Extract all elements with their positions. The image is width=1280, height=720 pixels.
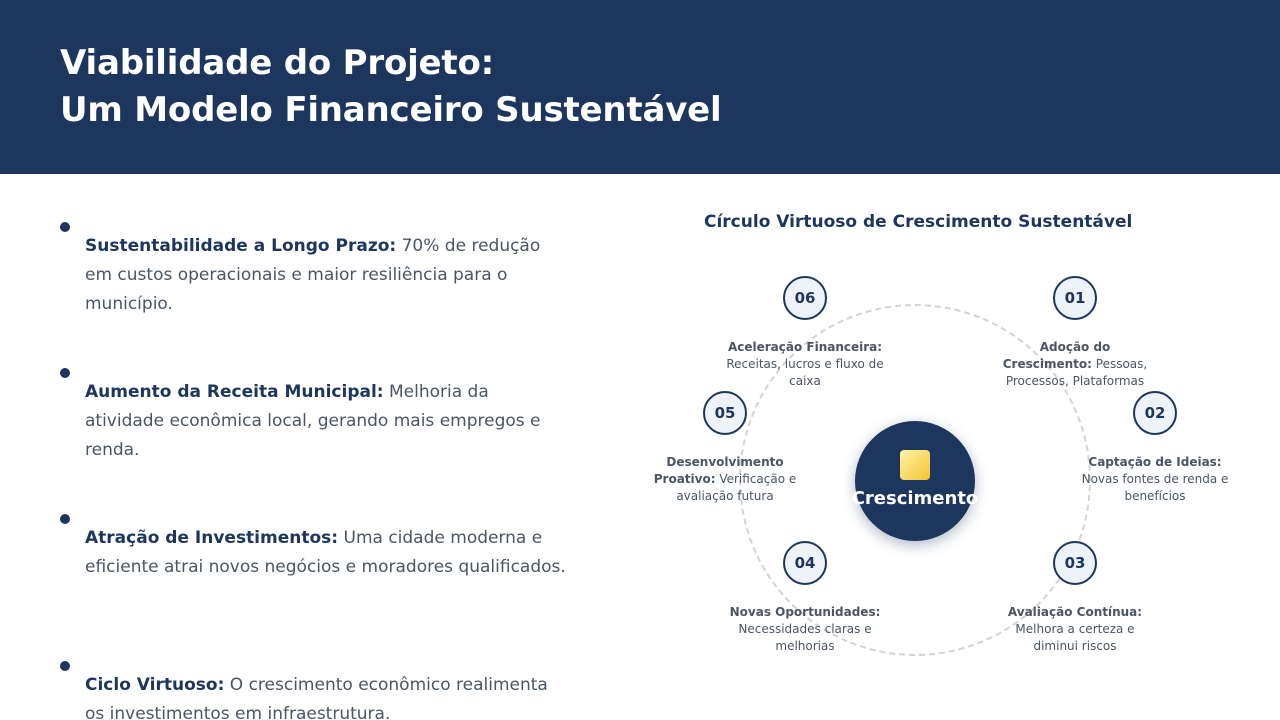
bullet-dot-icon — [60, 222, 70, 232]
bullet-dot-icon — [60, 514, 70, 524]
step-number-02: 02 — [1133, 391, 1177, 435]
step-title: Captação de Ideias: — [1088, 455, 1222, 469]
step-label-01: Adoção do Crescimento: Pessoas, Processo… — [995, 339, 1155, 390]
step-number-03: 03 — [1053, 541, 1097, 585]
list-item-text: Atração de Investimentos: Uma cidade mod… — [85, 524, 570, 582]
step-label-02: Captação de Ideias: Novas fontes de rend… — [1075, 454, 1235, 505]
list-item-text: Ciclo Virtuoso: O crescimento econômico … — [85, 671, 570, 720]
header-banner: Viabilidade do Projeto: Um Modelo Financ… — [0, 0, 1280, 174]
page-title-line2: Um Modelo Financeiro Sustentável — [60, 90, 722, 130]
list-item-title: Aumento da Receita Municipal: — [85, 382, 384, 402]
step-label-03: Avaliação Contínua: Melhora a certeza e … — [995, 604, 1155, 655]
step-title: Novas Oportunidades: — [729, 605, 881, 619]
step-title: Desenvolvimento Proativo: — [653, 455, 784, 486]
list-item-body: Melhoria da atividade econômica local, g… — [85, 382, 541, 460]
step-body: Receitas, lucros e fluxo de caixa — [726, 357, 884, 388]
cycle-center-label: Crescimento — [851, 488, 979, 509]
cycle-center: Crescimento — [852, 421, 978, 541]
cycle-title: Círculo Virtuoso de Crescimento Sustentá… — [704, 212, 1133, 232]
page-title-line1: Viabilidade do Projeto: — [60, 43, 495, 83]
bullet-dot-icon — [60, 368, 70, 378]
step-title: Aceleração Financeira: — [727, 340, 883, 354]
step-body: Verificação e avaliação futura — [676, 472, 797, 503]
step-body: Melhora a certeza e diminui riscos — [1015, 622, 1135, 653]
cycle-ring — [739, 304, 1091, 656]
step-label-05: Desenvolvimento Proativo: Verificação e … — [645, 454, 805, 505]
step-body: Necessidades claras e melhorias — [738, 622, 872, 653]
page-title: Viabilidade do Projeto: Um Modelo Financ… — [60, 40, 722, 134]
list-item-title: Atração de Investimentos: — [85, 528, 339, 548]
step-title: Adoção do Crescimento: — [1002, 340, 1111, 371]
list-item-body: O crescimento econômico realimenta os in… — [85, 675, 548, 720]
step-number-06: 06 — [783, 276, 827, 320]
list-item-text: Sustentabilidade a Longo Prazo: 70% de r… — [85, 232, 570, 319]
step-title: Avaliação Contínua: — [1007, 605, 1143, 619]
step-number-05: 05 — [703, 391, 747, 435]
step-label-04: Novas Oportunidades: Necessidades claras… — [725, 604, 885, 655]
step-body: Novas fontes de renda e benefícios — [1081, 472, 1229, 503]
step-number-01: 01 — [1053, 276, 1097, 320]
list-item-title: Sustentabilidade a Longo Prazo: — [85, 236, 397, 256]
list-item-body: 70% de redução em custos operacionais e … — [85, 236, 541, 314]
step-body: Pessoas, Processos, Plataformas — [1005, 357, 1148, 388]
list-item-text: Aumento da Receita Municipal: Melhoria d… — [85, 378, 570, 465]
list-item-title: Ciclo Virtuoso: — [85, 675, 225, 695]
bullet-dot-icon — [60, 661, 70, 671]
growth-icon — [900, 450, 930, 480]
step-label-06: Aceleração Financeira: Receitas, lucros … — [725, 339, 885, 390]
step-number-04: 04 — [783, 541, 827, 585]
list-item-body: Uma cidade moderna e eficiente atrai nov… — [85, 528, 566, 577]
